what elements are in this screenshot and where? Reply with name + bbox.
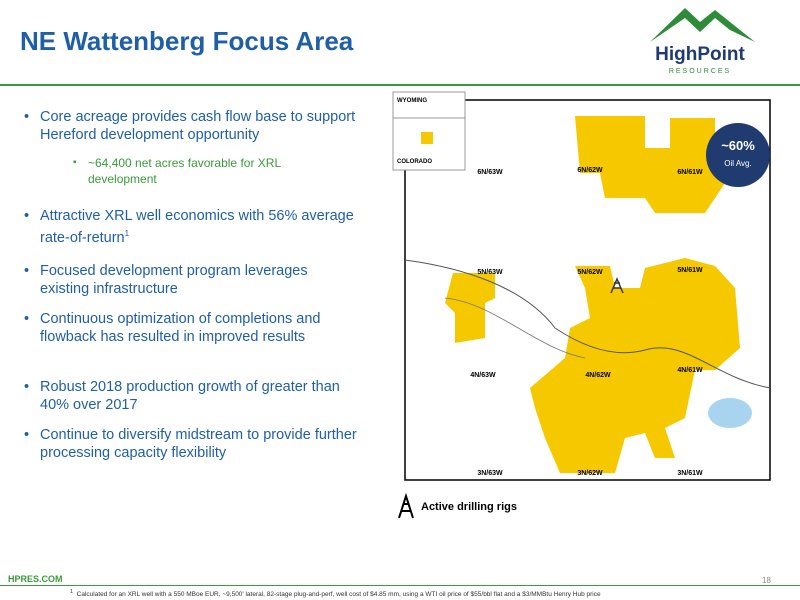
page-number: 18 xyxy=(762,576,771,585)
map: WYOMING COLORADO ~60% Oil Avg. 6N/63W 6N… xyxy=(392,91,771,519)
bullet: Attractive XRL well economics with 56% a… xyxy=(24,207,360,247)
township: 3N/62W xyxy=(577,470,603,477)
footnote: 1 Calculated for an XRL well with a 550 … xyxy=(70,589,601,598)
inset-label: WYOMING xyxy=(397,98,427,104)
township: 6N/62W xyxy=(577,167,603,174)
township: 3N/63W xyxy=(477,470,503,477)
oil-label: Oil Avg. xyxy=(724,159,751,168)
footnote-mark: 1 xyxy=(70,589,74,595)
township: 5N/61W xyxy=(677,267,703,274)
oil-pct: ~60% xyxy=(721,138,755,153)
footnote-text: Calculated for an XRL well with a 550 MB… xyxy=(76,591,601,599)
bullet: Core acreage provides cash flow base to … xyxy=(24,108,360,144)
title: NE Wattenberg Focus Area xyxy=(20,26,354,56)
divider xyxy=(0,84,800,86)
township: 6N/61W xyxy=(677,169,703,176)
township: 4N/63W xyxy=(470,372,496,379)
bullet: Focused development program leverages ex… xyxy=(24,262,360,298)
bullet: Continuous optimization of completions a… xyxy=(24,310,360,346)
township: 6N/63W xyxy=(477,169,503,176)
township: 4N/61W xyxy=(677,367,703,374)
footer-line xyxy=(0,585,800,586)
township: 5N/63W xyxy=(477,269,503,276)
bullet: Robust 2018 production growth of greater… xyxy=(24,378,360,414)
logo: HighPoint RESOURCES xyxy=(650,8,755,75)
bullet-text: Attractive XRL well economics with 56% a… xyxy=(40,208,354,246)
sub-bullet: ~64,400 net acres favorable for XRL deve… xyxy=(73,155,338,187)
legend-label: Active drilling rigs xyxy=(421,501,517,513)
footnote-ref: 1 xyxy=(124,229,130,238)
site: HPRES.COM xyxy=(8,574,63,584)
township: 4N/62W xyxy=(585,372,611,379)
bullet: Continue to diversify midstream to provi… xyxy=(24,426,360,462)
township: 3N/61W xyxy=(677,470,703,477)
logo-sub: RESOURCES xyxy=(669,68,731,75)
logo-name: HighPoint xyxy=(655,44,745,65)
inset-label: COLORADO xyxy=(397,159,432,165)
township: 5N/62W xyxy=(577,269,603,276)
